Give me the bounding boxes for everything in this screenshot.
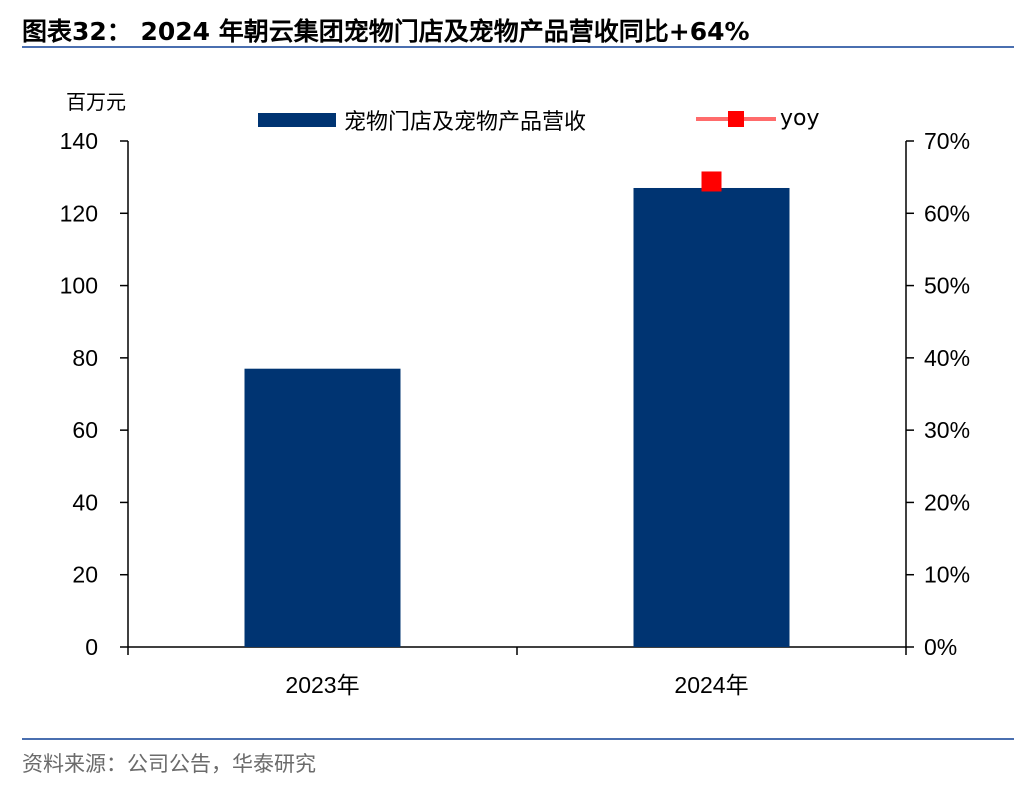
- right-tick-label: 10%: [924, 562, 970, 588]
- bar-revenue: [633, 187, 790, 647]
- yoy-marker: [701, 171, 722, 192]
- left-tick-label: 40: [72, 489, 98, 515]
- figure-header: 图表32： 2024 年朝云集团宠物门店及宠物产品营收同比+64%: [22, 8, 1014, 48]
- legend-swatch-line: [696, 110, 776, 128]
- legend-swatch-bar: [258, 113, 336, 127]
- left-tick-label: 20: [72, 562, 98, 588]
- x-tick-label: 2024年: [674, 672, 748, 698]
- legend-item-revenue: 宠物门店及宠物产品营收: [258, 104, 586, 136]
- legend-label-yoy: yoy: [780, 106, 820, 131]
- left-tick-label: 80: [72, 345, 98, 371]
- left-axis-unit-label: 百万元: [66, 90, 126, 114]
- bottom-rule: [22, 738, 1014, 740]
- left-tick-label: 0: [85, 634, 98, 660]
- right-tick-label: 70%: [924, 128, 970, 154]
- right-tick-label: 20%: [924, 489, 970, 515]
- left-tick-label: 100: [60, 273, 98, 299]
- right-tick-label: 0%: [924, 634, 957, 660]
- bar-revenue: [244, 368, 401, 647]
- right-tick-label: 40%: [924, 345, 970, 371]
- x-tick-label: 2023年: [285, 672, 359, 698]
- top-rule: [22, 46, 1014, 48]
- legend-item-yoy: yoy: [696, 106, 820, 131]
- legend-label-revenue: 宠物门店及宠物产品营收: [344, 110, 587, 135]
- source-note: 资料来源：公司公告，华泰研究: [22, 752, 316, 776]
- right-tick-label: 30%: [924, 417, 970, 443]
- figure-title: 图表32： 2024 年朝云集团宠物门店及宠物产品营收同比+64%: [22, 17, 750, 46]
- left-tick-label: 120: [60, 200, 98, 226]
- right-tick-label: 50%: [924, 273, 970, 299]
- left-tick-label: 60: [72, 417, 98, 443]
- left-tick-label: 140: [60, 128, 98, 154]
- right-tick-label: 60%: [924, 200, 970, 226]
